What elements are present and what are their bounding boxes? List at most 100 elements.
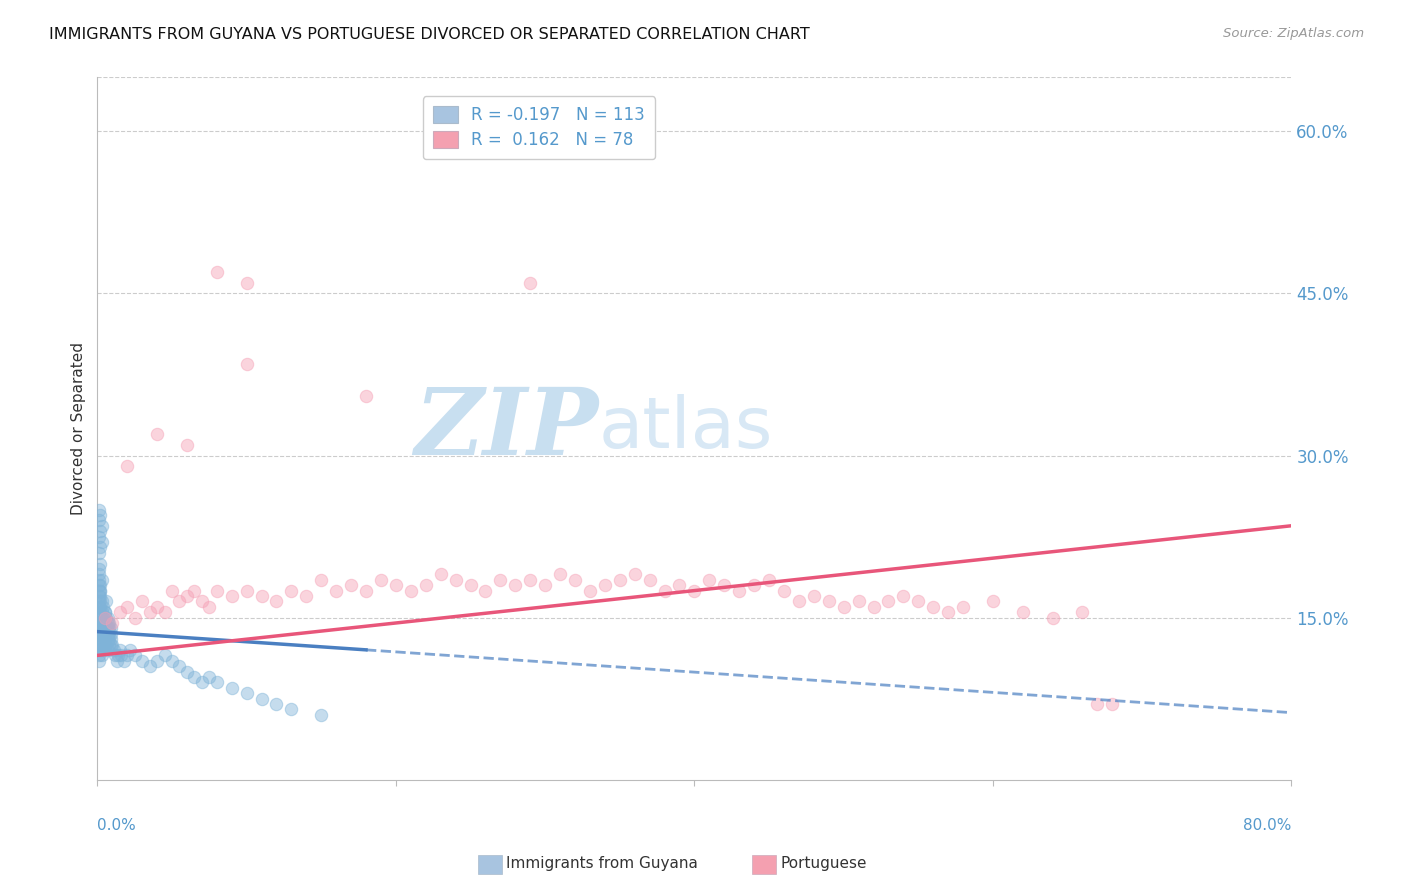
Point	[96, 638, 118, 652]
Point	[1042, 610, 1064, 624]
Point	[1087, 697, 1109, 711]
Point	[94, 632, 117, 647]
Point	[87, 615, 110, 630]
Point	[97, 643, 120, 657]
Text: Portuguese: Portuguese	[780, 856, 868, 871]
Point	[87, 610, 110, 624]
Point	[87, 562, 110, 576]
Point	[325, 583, 347, 598]
Text: 80.0%: 80.0%	[1243, 818, 1292, 833]
Point	[90, 638, 112, 652]
Point	[877, 594, 900, 608]
Point	[146, 599, 169, 614]
Point	[89, 578, 111, 592]
Point	[100, 638, 122, 652]
Point	[87, 546, 110, 560]
Point	[87, 578, 110, 592]
Point	[87, 513, 110, 527]
Point	[489, 573, 512, 587]
Point	[87, 573, 110, 587]
Point	[131, 594, 153, 608]
Text: Source: ZipAtlas.com: Source: ZipAtlas.com	[1223, 27, 1364, 40]
Point	[120, 643, 142, 657]
Point	[399, 583, 422, 598]
Point	[138, 659, 160, 673]
Point	[87, 594, 110, 608]
Point	[534, 578, 557, 592]
Point	[87, 502, 110, 516]
Point	[198, 670, 221, 684]
Point	[87, 599, 110, 614]
Point	[90, 605, 112, 619]
Point	[370, 573, 392, 587]
Point	[96, 594, 118, 608]
Point	[91, 615, 114, 630]
Point	[429, 567, 451, 582]
Point	[893, 589, 915, 603]
Point	[191, 675, 214, 690]
Point	[89, 594, 111, 608]
Point	[103, 643, 125, 657]
Point	[131, 654, 153, 668]
Point	[90, 594, 112, 608]
Point	[115, 459, 138, 474]
Point	[89, 643, 111, 657]
Point	[87, 621, 110, 635]
Point	[87, 567, 110, 582]
Point	[205, 675, 228, 690]
Point	[87, 589, 110, 603]
Point	[94, 610, 117, 624]
Point	[89, 583, 111, 598]
Point	[89, 610, 111, 624]
Point	[90, 627, 112, 641]
Point	[97, 632, 120, 647]
Legend: R = -0.197   N = 113, R =  0.162   N = 78: R = -0.197 N = 113, R = 0.162 N = 78	[423, 96, 655, 160]
Point	[191, 594, 214, 608]
Point	[89, 621, 111, 635]
Point	[94, 632, 117, 647]
Point	[1071, 605, 1094, 619]
Point	[460, 578, 482, 592]
Point	[89, 508, 111, 522]
Point	[91, 621, 114, 635]
Point	[87, 654, 110, 668]
Point	[609, 573, 631, 587]
Point	[87, 583, 110, 598]
Point	[97, 615, 120, 630]
Point	[91, 627, 114, 641]
Text: atlas: atlas	[599, 394, 773, 463]
Point	[108, 605, 131, 619]
Point	[221, 681, 243, 695]
Point	[87, 530, 110, 544]
Point	[728, 583, 751, 598]
Point	[787, 594, 810, 608]
Point	[250, 691, 273, 706]
Point	[90, 638, 112, 652]
Point	[176, 589, 198, 603]
Point	[90, 615, 112, 630]
Point	[160, 654, 183, 668]
Point	[108, 643, 131, 657]
Point	[235, 583, 257, 598]
Point	[94, 605, 117, 619]
Point	[205, 583, 228, 598]
Point	[235, 357, 257, 371]
Point	[1101, 697, 1123, 711]
Point	[266, 594, 288, 608]
Point	[952, 599, 974, 614]
Point	[96, 621, 118, 635]
Point	[115, 599, 138, 614]
Point	[832, 599, 855, 614]
Point	[100, 627, 122, 641]
Point	[936, 605, 959, 619]
Point	[89, 541, 111, 555]
Point	[90, 535, 112, 549]
Point	[115, 648, 138, 663]
Point	[91, 643, 114, 657]
Point	[169, 594, 191, 608]
Point	[444, 573, 467, 587]
Point	[94, 605, 117, 619]
Point	[89, 632, 111, 647]
Point	[87, 605, 110, 619]
Point	[104, 648, 127, 663]
